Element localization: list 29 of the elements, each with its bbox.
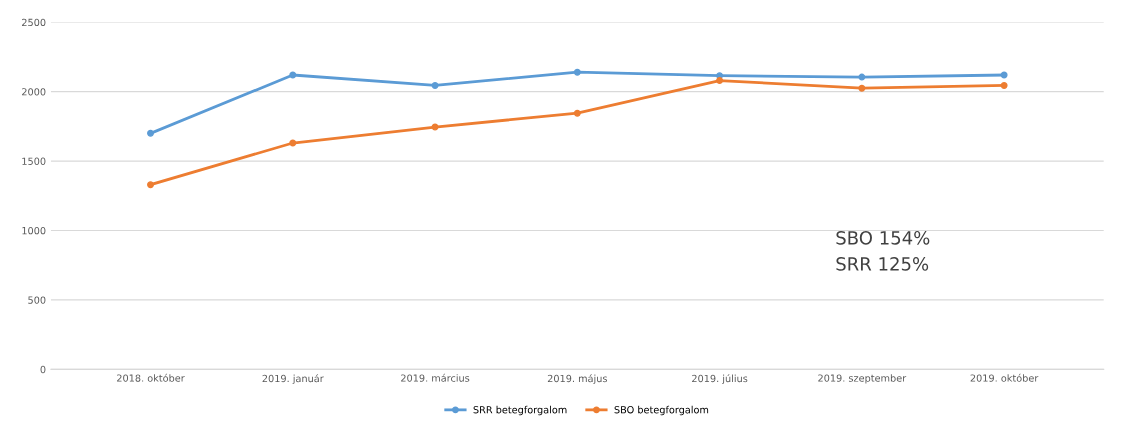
y-tick-label: 500 [28, 296, 46, 304]
legend-label: SRR betegforgalom [473, 405, 567, 416]
x-tick-label: 2018. október [117, 373, 185, 382]
legend-label: SBO betegforgalom [614, 405, 709, 416]
x-tick-label: 2019. január [262, 374, 324, 385]
point [573, 68, 581, 76]
y-tick-label: 2000 [22, 88, 46, 96]
x-tick-label: 2019. július [692, 374, 748, 385]
x-tick-label: 2019. október [970, 373, 1039, 382]
annotation: SBO 154% [836, 230, 930, 245]
x-tick-label: 2019. március [401, 373, 470, 382]
point [289, 71, 297, 79]
point [147, 129, 154, 137]
point [573, 109, 581, 117]
y-tick-label: 2500 [22, 18, 46, 27]
x-tick-label: 2019. május [547, 374, 607, 385]
point [716, 77, 724, 85]
point [431, 123, 439, 131]
point [289, 139, 297, 147]
point [147, 181, 154, 189]
point [1000, 81, 1008, 89]
point [858, 84, 866, 92]
x-tick-label: 2019. szeptember [818, 374, 907, 384]
point [858, 73, 866, 81]
y-tick-label: 0 [40, 365, 46, 374]
point [431, 81, 439, 89]
y-tick-label: 1500 [22, 157, 46, 165]
annotation: SRR 125% [836, 257, 929, 271]
y-tick-label: 1000 [22, 226, 46, 235]
